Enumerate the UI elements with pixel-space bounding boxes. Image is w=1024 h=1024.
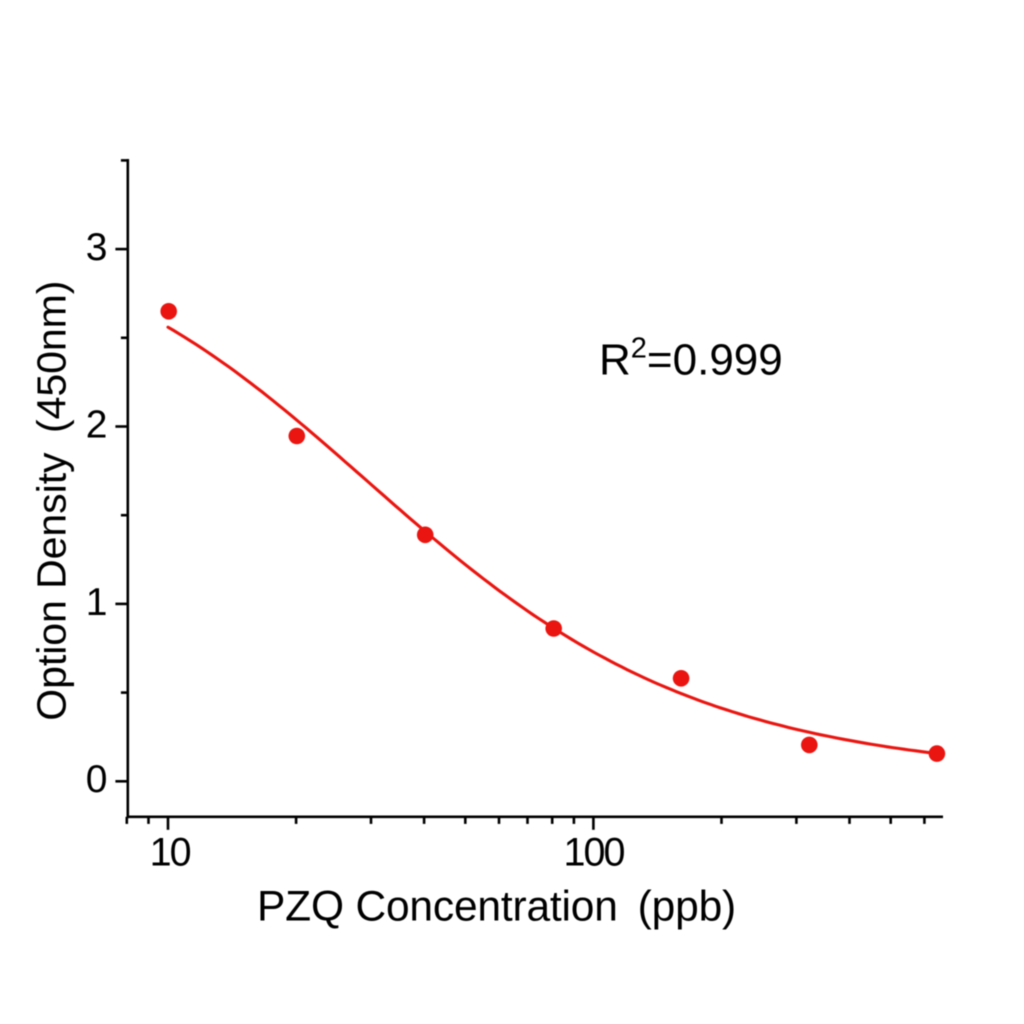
svg-text:Option Density (450nm): Option Density (450nm) (29, 281, 75, 721)
svg-text:2: 2 (86, 403, 108, 446)
svg-text:R2=0.999: R2=0.999 (599, 333, 783, 385)
svg-text:PZQ Concentration (ppb): PZQ Concentration (ppb) (257, 883, 736, 930)
svg-text:3: 3 (86, 226, 108, 269)
svg-text:1: 1 (86, 581, 108, 624)
svg-text:100: 100 (564, 830, 625, 874)
svg-text:0: 0 (86, 758, 108, 801)
svg-text:10: 10 (150, 830, 191, 874)
